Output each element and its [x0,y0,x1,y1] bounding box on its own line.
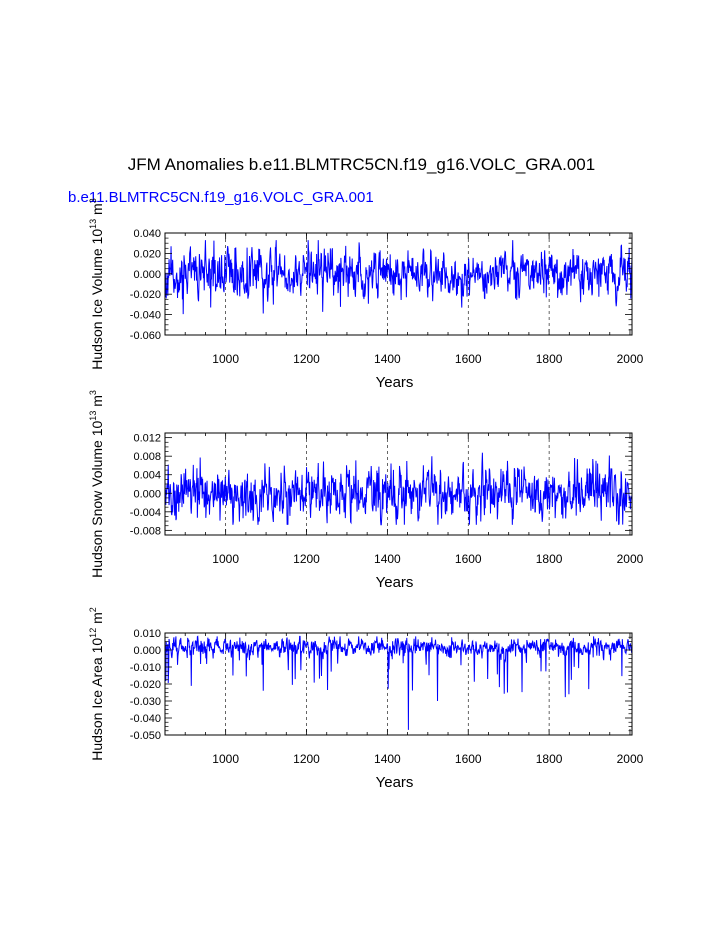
x-tick-label: 1200 [293,352,320,366]
y-axis-label: Hudson Ice Volume 1013 m3 [88,198,105,369]
chart-subtitle: b.e11.BLMTRC5CN.f19_g16.VOLC_GRA.001 [68,189,374,206]
y-tick-label: -0.040 [130,310,161,322]
plot-frame [164,432,633,536]
y-tick-label: -0.020 [130,289,161,301]
y-tick-label: 0.000 [133,645,161,657]
x-tick-label: 2000 [617,352,644,366]
panel-ice-area: 1000 1200 1400 1600 1800 2000 -0.050 -0.040 -0.0… [88,607,644,791]
y-tick-label: -0.050 [130,730,161,742]
x-tick-label: 1400 [374,352,401,366]
x-axis-label: Years [376,574,414,591]
y-tick-label: 0.012 [133,433,161,445]
y-tick-label: -0.008 [130,525,161,537]
x-tick-label: 1800 [536,752,563,766]
x-tick-label: 1400 [374,552,401,566]
panel-ice-volume: 1000 1200 1400 1600 1800 2000 -0.060 -0.040 -0.0… [88,198,644,391]
x-tick-label: 2000 [617,552,644,566]
series-line [164,452,633,526]
y-tick-label: -0.010 [130,662,161,674]
x-tick-label: 1000 [212,552,239,566]
x-tick-label: 1200 [293,552,320,566]
series-line [164,240,633,315]
y-tick-label: 0.020 [133,248,161,260]
y-axis-label: Hudson Snow Volume 1013 m3 [88,390,105,578]
y-tick-label: -0.040 [130,713,161,725]
x-tick-label: 1600 [455,752,482,766]
x-axis-label: Years [376,374,414,391]
y-axis-label: Hudson Ice Area 1012 m2 [88,607,105,761]
x-axis-label: Years [376,774,414,791]
x-tick-label: 1800 [536,352,563,366]
y-tick-label: 0.008 [133,451,161,463]
y-tick-label: 0.000 [133,269,161,281]
x-tick-label: 1000 [212,352,239,366]
y-tick-label: 0.004 [133,470,161,482]
panel-snow-volume: 1000 1200 1400 1600 1800 2000 -0.008 -0.004 0.00… [88,390,644,591]
y-tick-label: 0.000 [133,488,161,500]
series-line [164,635,633,730]
chart-title: JFM Anomalies b.e11.BLMTRC5CN.f19_g16.VO… [127,155,596,174]
y-tick-label: 0.010 [133,628,161,640]
y-tick-label: 0.040 [133,228,161,240]
y-tick-label: -0.060 [130,330,161,342]
y-tick-label: -0.004 [130,507,161,519]
x-tick-label: 1600 [455,352,482,366]
x-tick-label: 1800 [536,552,563,566]
x-tick-label: 1400 [374,752,401,766]
x-tick-label: 2000 [617,752,644,766]
x-tick-label: 1600 [455,552,482,566]
x-tick-label: 1000 [212,752,239,766]
y-tick-label: -0.030 [130,696,161,708]
x-tick-label: 1200 [293,752,320,766]
y-tick-label: -0.020 [130,679,161,691]
